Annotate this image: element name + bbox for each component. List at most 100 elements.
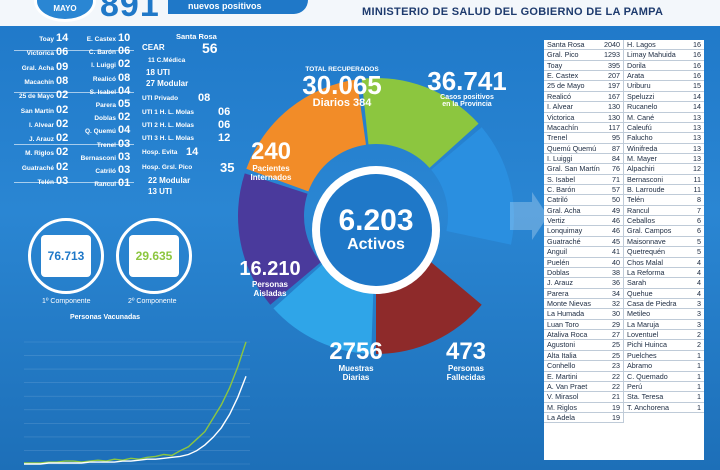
table-cell-count: 1 [697, 371, 701, 381]
table-cell-locality: Anguil [547, 247, 567, 257]
locality-name: Victorica [26, 50, 54, 58]
table-cell-count: 14 [693, 91, 701, 101]
table-cell-count: 1 [697, 381, 701, 391]
aisladas-segment: 16.210 Personas Aisladas [228, 258, 312, 298]
table-cell-count: 16 [693, 71, 701, 81]
localities-table: Santa Rosa 2040 Gral. Pico 1293 Toay 395 E. Ca… [544, 40, 704, 460]
pico-modular-row: 22 Modular [148, 176, 191, 185]
table-cell-locality: Uriburu [627, 81, 651, 91]
locality-name: Toay [39, 36, 54, 43]
table-cell-count: 27 [612, 330, 620, 340]
aisladas-label-2: Aisladas [253, 289, 287, 298]
locality-count: 02 [56, 89, 69, 102]
table-row: Speluzzi 14 [624, 91, 704, 103]
table-row: Quetrequén 5 [624, 247, 704, 258]
table-cell-count: 11 [693, 185, 701, 195]
aisladas-value: 16.210 [239, 258, 301, 280]
table-cell-locality: 25 de Mayo [547, 81, 585, 91]
hosp-evita-row: Hosp. Evita 14 [142, 146, 199, 158]
table-row: Parera 34 [544, 289, 623, 299]
table-cell-locality: M. Riglos [547, 402, 577, 412]
table-row: Trenel 95 [544, 133, 623, 144]
table-cell-locality: Caleufú [627, 122, 652, 132]
table-cell-locality: Santa Rosa [547, 40, 585, 49]
table-cell-count: 46 [612, 216, 620, 226]
table-cell-count: 1 [697, 350, 701, 360]
activos-value: 6.203 [338, 204, 414, 237]
table-cell-locality: Alpachiri [627, 164, 655, 174]
pico-uti-row: 13 UTI [148, 187, 173, 196]
table-cell-count: 5 [697, 247, 701, 257]
locality-count: 03 [56, 175, 69, 187]
table-cell-locality: Abramo [627, 361, 653, 371]
locality-count: 02 [56, 146, 69, 159]
table-cell-count: 25 [612, 340, 620, 350]
table-cell-locality: Guatraché [547, 236, 581, 246]
first-dose-value: 76.713 [47, 249, 85, 263]
table-cell-locality: A. Van Praet [547, 381, 588, 391]
table-cell-locality: Conhello [547, 361, 576, 371]
table-cell-locality: Bernasconi [627, 174, 663, 184]
table-cell-locality: Quetrequén [627, 247, 665, 257]
table-row: Gral. Pico 1293 [544, 50, 623, 61]
table-row: Rucanelo 14 [624, 102, 704, 113]
table-row: Sarah 4 [624, 278, 704, 289]
table-cell-locality: Trenel [547, 133, 568, 143]
table-row: Maisonnave 5 [624, 236, 704, 248]
table-cell-locality: Rancul [627, 205, 650, 215]
table-row: Puelén 40 [544, 258, 623, 268]
table-cell-locality: Catriló [547, 195, 568, 205]
locality-row: Trenel 03 [80, 138, 136, 150]
table-cell-count: 13 [693, 112, 701, 122]
table-cell-locality: Maisonnave [627, 236, 666, 246]
table-row: M. Cané 13 [624, 113, 704, 123]
table-cell-locality: I. Alvear [547, 102, 573, 112]
table-row: E. Martini 22 [544, 372, 623, 382]
table-row: I. Alvear 130 [544, 102, 623, 113]
ministry-title: MINISTERIO DE SALUD DEL GOBIERNO DE LA P… [362, 6, 664, 18]
locality-count: 14 [56, 32, 69, 44]
fallecidas-value: 473 [445, 338, 487, 365]
table-row: Perú 1 [624, 381, 704, 393]
molas-uti2-row: UTI 2 H. L. Molas 06 [142, 119, 231, 131]
table-cell-locality: Vertiz [547, 216, 565, 226]
table-cell-count: 6 [697, 216, 701, 226]
internados-arc [246, 79, 366, 192]
table-cell-count: 46 [612, 226, 620, 236]
second-dose-label: 2º Componente [128, 298, 177, 305]
table-row: T. Anchorena 1 [624, 403, 704, 413]
table-cell-count: 6 [697, 226, 701, 236]
table-cell-count: 207 [608, 71, 620, 81]
table-cell-count: 2 [697, 340, 701, 350]
locality-count: 02 [118, 58, 131, 71]
cmedica-row: 11 C.Médica [148, 57, 186, 64]
cear-modular-row: 27 Modular [146, 79, 189, 88]
locality-count: 02 [118, 111, 131, 124]
internados-label-1: Pacientes [252, 164, 290, 173]
table-cell-count: 87 [612, 143, 620, 153]
locality-name: Doblas [94, 115, 116, 123]
table-cell-count: 4 [697, 288, 701, 298]
table-cell-count: 130 [608, 112, 620, 122]
table-row: Sta. Teresa 1 [624, 392, 704, 403]
locality-row: Gral. Acha 09 [14, 61, 74, 73]
arrow-right-icon [510, 192, 548, 240]
table-row: Gral. Campos 6 [624, 226, 704, 237]
locality-count: 03 [118, 164, 131, 176]
table-cell-count: 3 [697, 309, 701, 319]
table-cell-count: 22 [612, 381, 620, 391]
locality-name: I. Luiggi [91, 62, 116, 70]
recuperados-daily-label: Diarios [312, 97, 350, 109]
table-row: M. Riglos 19 [544, 403, 623, 413]
divider [14, 144, 134, 145]
table-row: Casa de Piedra 3 [624, 299, 704, 310]
table-row: S. Isabel 71 [544, 175, 623, 186]
table-cell-locality: B. Larroude [627, 185, 665, 195]
second-dose-circle: 29.635 [116, 218, 192, 294]
table-row: Rancul 7 [624, 205, 704, 217]
table-cell-locality: Sarah [627, 278, 647, 288]
uti-privado-row: UTI Privado 08 [142, 92, 211, 104]
table-row: Macachín 117 [544, 123, 623, 134]
table-cell-count: 16 [693, 40, 701, 49]
table-row: La Reforma 4 [624, 268, 704, 279]
